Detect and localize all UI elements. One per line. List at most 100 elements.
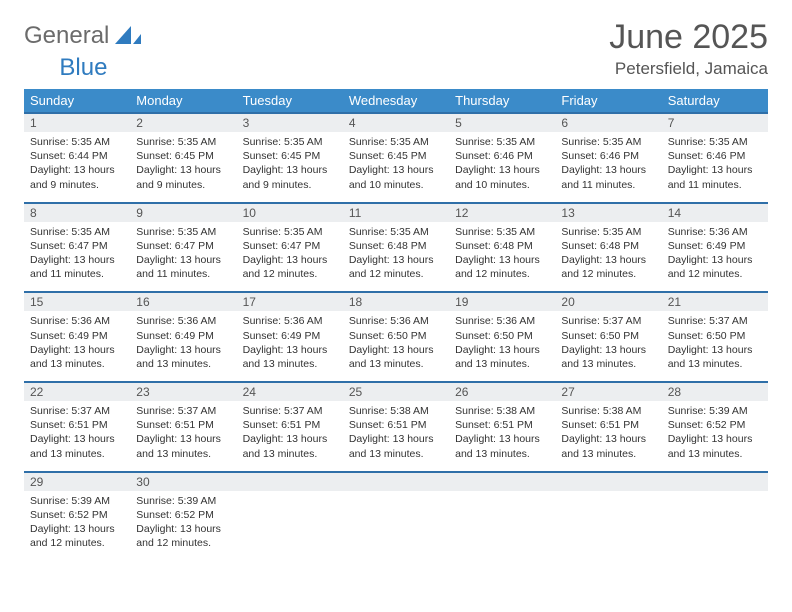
day-number: 10	[237, 203, 343, 222]
sunrise-text: Sunrise: 5:35 AM	[668, 135, 762, 149]
day-cell	[555, 491, 661, 561]
sunset-text: Sunset: 6:51 PM	[243, 418, 337, 432]
day-cell: Sunrise: 5:38 AMSunset: 6:51 PMDaylight:…	[343, 401, 449, 472]
sunset-text: Sunset: 6:51 PM	[561, 418, 655, 432]
daylight-text: Daylight: 13 hours and 11 minutes.	[30, 253, 124, 281]
sunset-text: Sunset: 6:50 PM	[349, 329, 443, 343]
day-number: 23	[130, 382, 236, 401]
month-title: June 2025	[609, 18, 768, 57]
sunrise-text: Sunrise: 5:35 AM	[349, 225, 443, 239]
logo-text-general: General	[24, 22, 109, 50]
daylight-text: Daylight: 13 hours and 10 minutes.	[349, 163, 443, 191]
sunrise-text: Sunrise: 5:36 AM	[349, 314, 443, 328]
daylight-text: Daylight: 13 hours and 13 minutes.	[30, 343, 124, 371]
day-number: 9	[130, 203, 236, 222]
day-data-row: Sunrise: 5:35 AMSunset: 6:44 PMDaylight:…	[24, 132, 768, 203]
day-cell: Sunrise: 5:35 AMSunset: 6:46 PMDaylight:…	[662, 132, 768, 203]
day-cell: Sunrise: 5:37 AMSunset: 6:50 PMDaylight:…	[555, 311, 661, 382]
day-number: 6	[555, 113, 661, 132]
day-cell: Sunrise: 5:35 AMSunset: 6:44 PMDaylight:…	[24, 132, 130, 203]
weekday-header: Friday	[555, 89, 661, 113]
daylight-text: Daylight: 13 hours and 9 minutes.	[243, 163, 337, 191]
sunrise-text: Sunrise: 5:35 AM	[561, 225, 655, 239]
sunset-text: Sunset: 6:51 PM	[30, 418, 124, 432]
daylight-text: Daylight: 13 hours and 12 minutes.	[561, 253, 655, 281]
daylight-text: Daylight: 13 hours and 12 minutes.	[668, 253, 762, 281]
day-number	[555, 472, 661, 491]
day-number: 29	[24, 472, 130, 491]
sunrise-text: Sunrise: 5:37 AM	[30, 404, 124, 418]
daylight-text: Daylight: 13 hours and 13 minutes.	[243, 343, 337, 371]
daylight-text: Daylight: 13 hours and 12 minutes.	[136, 522, 230, 550]
daylight-text: Daylight: 13 hours and 12 minutes.	[243, 253, 337, 281]
day-cell: Sunrise: 5:37 AMSunset: 6:51 PMDaylight:…	[24, 401, 130, 472]
day-cell: Sunrise: 5:39 AMSunset: 6:52 PMDaylight:…	[24, 491, 130, 561]
logo: General Blue	[24, 22, 143, 50]
daylight-text: Daylight: 13 hours and 9 minutes.	[136, 163, 230, 191]
sunrise-text: Sunrise: 5:37 AM	[136, 404, 230, 418]
day-number: 24	[237, 382, 343, 401]
day-cell: Sunrise: 5:35 AMSunset: 6:47 PMDaylight:…	[130, 222, 236, 293]
sunrise-text: Sunrise: 5:37 AM	[668, 314, 762, 328]
sunrise-text: Sunrise: 5:38 AM	[349, 404, 443, 418]
sunrise-text: Sunrise: 5:36 AM	[455, 314, 549, 328]
title-block: June 2025 Petersfield, Jamaica	[609, 18, 768, 79]
sunrise-text: Sunrise: 5:35 AM	[30, 135, 124, 149]
daylight-text: Daylight: 13 hours and 13 minutes.	[349, 343, 443, 371]
day-number	[343, 472, 449, 491]
daylight-text: Daylight: 13 hours and 11 minutes.	[668, 163, 762, 191]
day-cell: Sunrise: 5:35 AMSunset: 6:46 PMDaylight:…	[449, 132, 555, 203]
weekday-header: Thursday	[449, 89, 555, 113]
sunset-text: Sunset: 6:47 PM	[243, 239, 337, 253]
sunset-text: Sunset: 6:48 PM	[455, 239, 549, 253]
sunset-text: Sunset: 6:49 PM	[136, 329, 230, 343]
daylight-text: Daylight: 13 hours and 12 minutes.	[30, 522, 124, 550]
sunset-text: Sunset: 6:52 PM	[668, 418, 762, 432]
day-number-row: 15161718192021	[24, 292, 768, 311]
day-number: 8	[24, 203, 130, 222]
day-cell	[662, 491, 768, 561]
day-number: 19	[449, 292, 555, 311]
day-cell: Sunrise: 5:35 AMSunset: 6:48 PMDaylight:…	[555, 222, 661, 293]
sunrise-text: Sunrise: 5:38 AM	[455, 404, 549, 418]
daylight-text: Daylight: 13 hours and 13 minutes.	[30, 432, 124, 460]
day-number-row: 22232425262728	[24, 382, 768, 401]
daylight-text: Daylight: 13 hours and 11 minutes.	[561, 163, 655, 191]
sunrise-text: Sunrise: 5:35 AM	[136, 225, 230, 239]
day-number: 27	[555, 382, 661, 401]
sunset-text: Sunset: 6:46 PM	[561, 149, 655, 163]
sunset-text: Sunset: 6:46 PM	[455, 149, 549, 163]
day-data-row: Sunrise: 5:35 AMSunset: 6:47 PMDaylight:…	[24, 222, 768, 293]
day-cell: Sunrise: 5:37 AMSunset: 6:51 PMDaylight:…	[130, 401, 236, 472]
sunrise-text: Sunrise: 5:37 AM	[243, 404, 337, 418]
day-number: 15	[24, 292, 130, 311]
daylight-text: Daylight: 13 hours and 13 minutes.	[243, 432, 337, 460]
day-cell: Sunrise: 5:37 AMSunset: 6:50 PMDaylight:…	[662, 311, 768, 382]
sunrise-text: Sunrise: 5:35 AM	[455, 225, 549, 239]
logo-sail-icon	[115, 24, 141, 49]
daylight-text: Daylight: 13 hours and 13 minutes.	[561, 343, 655, 371]
day-number: 16	[130, 292, 236, 311]
daylight-text: Daylight: 13 hours and 10 minutes.	[455, 163, 549, 191]
day-number: 13	[555, 203, 661, 222]
weekday-header: Monday	[130, 89, 236, 113]
day-number: 1	[24, 113, 130, 132]
day-cell: Sunrise: 5:36 AMSunset: 6:49 PMDaylight:…	[130, 311, 236, 382]
day-cell: Sunrise: 5:36 AMSunset: 6:49 PMDaylight:…	[237, 311, 343, 382]
sunrise-text: Sunrise: 5:36 AM	[668, 225, 762, 239]
weekday-header: Tuesday	[237, 89, 343, 113]
day-number-row: 1234567	[24, 113, 768, 132]
daylight-text: Daylight: 13 hours and 13 minutes.	[136, 432, 230, 460]
day-number: 18	[343, 292, 449, 311]
sunset-text: Sunset: 6:49 PM	[30, 329, 124, 343]
sunrise-text: Sunrise: 5:36 AM	[30, 314, 124, 328]
sunrise-text: Sunrise: 5:39 AM	[136, 494, 230, 508]
daylight-text: Daylight: 13 hours and 13 minutes.	[668, 343, 762, 371]
day-cell	[237, 491, 343, 561]
day-number: 2	[130, 113, 236, 132]
day-cell	[449, 491, 555, 561]
daylight-text: Daylight: 13 hours and 12 minutes.	[455, 253, 549, 281]
weekday-header-row: SundayMondayTuesdayWednesdayThursdayFrid…	[24, 89, 768, 113]
sunset-text: Sunset: 6:49 PM	[243, 329, 337, 343]
day-number: 4	[343, 113, 449, 132]
